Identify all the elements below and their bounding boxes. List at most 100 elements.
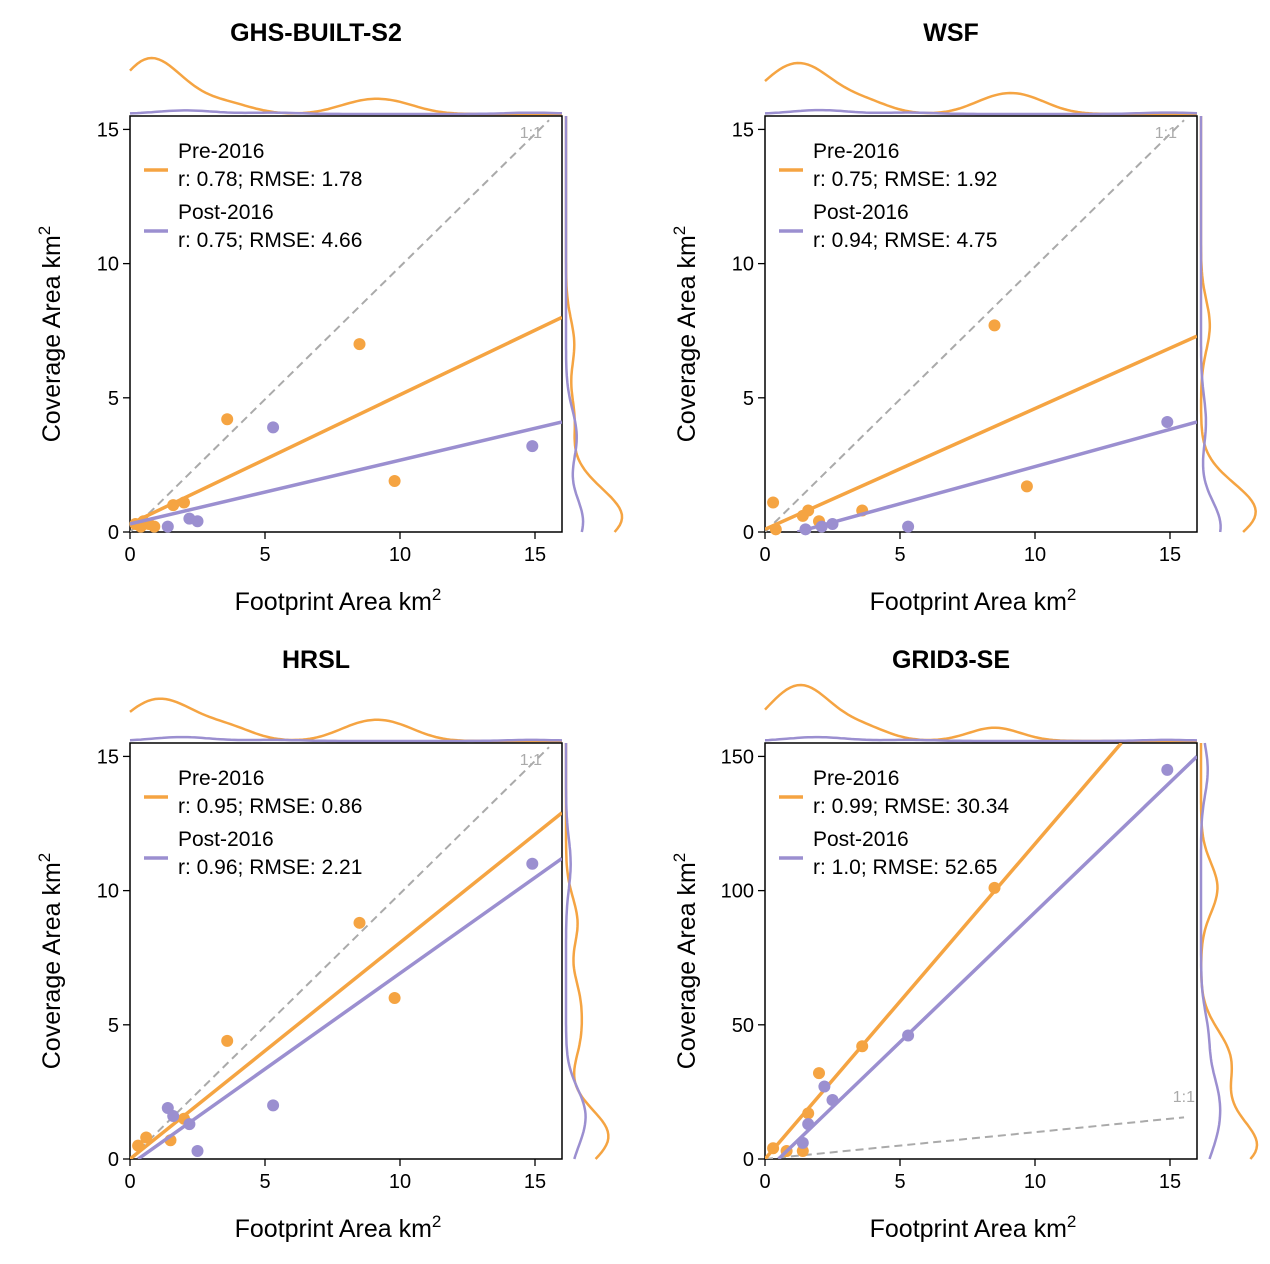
point-post-2016 [826, 1093, 839, 1106]
legend-name: Post-2016 [813, 828, 909, 851]
legend-stats: r: 0.95; RMSE: 0.86 [178, 795, 362, 818]
x-tick-label: 15 [524, 544, 546, 566]
fit-line-post-2016 [130, 420, 562, 526]
legend-name: Post-2016 [813, 201, 909, 224]
x-tick-label: 10 [389, 544, 411, 566]
point-pre-2016 [988, 881, 1001, 894]
panel-ghs-built-s2: GHS-BUILT-S2 1:1 0 5 10 15 0 5 10 15 Footprint Are… [35, 19, 624, 616]
y-tick-label: 0 [108, 522, 119, 544]
x-tick-label: 5 [259, 544, 270, 566]
point-post-2016 [902, 520, 915, 533]
top-density-post-2016 [764, 735, 1198, 743]
identity-line [765, 1116, 1185, 1159]
point-pre-2016 [802, 504, 815, 517]
y-tick-label: 0 [743, 1149, 754, 1171]
top-density-post-2016 [764, 108, 1198, 116]
y-tick-label: 0 [108, 1149, 119, 1171]
plot-frame [129, 742, 563, 1160]
legend-name: Pre-2016 [178, 767, 264, 790]
point-post-2016 [183, 1118, 196, 1131]
legend-name: Pre-2016 [178, 140, 264, 163]
point-post-2016 [167, 1110, 180, 1123]
top-density-pre-2016 [764, 683, 1197, 743]
point-pre-2016 [767, 1142, 780, 1155]
right-density-pre-2016 [1199, 116, 1257, 533]
point-post-2016 [796, 1136, 809, 1149]
x-tick-label: 0 [124, 544, 135, 566]
fit-line-post-2016 [777, 755, 1197, 1159]
panel-title: WSF [923, 19, 979, 47]
x-tick-label: 10 [389, 1171, 411, 1193]
point-pre-2016 [1020, 480, 1033, 493]
y-tick-label: 10 [732, 254, 754, 276]
top-density-post-2016 [129, 735, 563, 743]
fit-line-pre-2016 [765, 334, 1197, 531]
panel-hrsl: HRSL 1:1 0 5 10 15 0 5 10 15 Footprint Area km2 Cov… [35, 646, 610, 1243]
x-tick-label: 0 [759, 1171, 770, 1193]
point-post-2016 [799, 523, 812, 536]
y-axis-label: Coverage Area km2 [670, 853, 701, 1070]
legend-stats: r: 0.78; RMSE: 1.78 [178, 168, 362, 191]
point-post-2016 [1161, 763, 1174, 776]
x-tick-label: 15 [1159, 1171, 1181, 1193]
identity-label: 1:1 [1173, 1089, 1195, 1106]
point-post-2016 [818, 1080, 831, 1093]
point-pre-2016 [856, 1040, 869, 1053]
right-density-post-2016 [1199, 116, 1222, 533]
point-post-2016 [161, 520, 174, 533]
right-density-post-2016 [564, 116, 585, 533]
point-pre-2016 [167, 499, 180, 512]
y-tick-label: 15 [732, 119, 754, 141]
fit-line-pre-2016 [130, 315, 562, 526]
legend-name: Pre-2016 [813, 140, 899, 163]
x-tick-label: 10 [1024, 1171, 1046, 1193]
point-pre-2016 [813, 1067, 825, 1080]
right-density-post-2016 [1199, 742, 1222, 1160]
right-density-pre-2016 [1199, 743, 1259, 1160]
y-tick-label: 50 [732, 1015, 754, 1037]
point-pre-2016 [388, 991, 401, 1004]
point-post-2016 [191, 1144, 204, 1157]
legend-name: Post-2016 [178, 828, 274, 851]
legend-stats: r: 1.0; RMSE: 52.65 [813, 856, 997, 879]
point-pre-2016 [388, 475, 401, 488]
y-tick-label: 15 [97, 119, 119, 141]
x-axis-label: Footprint Area km2 [870, 1212, 1077, 1243]
y-tick-label: 15 [97, 746, 119, 768]
plot-frame [764, 115, 1198, 533]
y-axis-label: Coverage Area km2 [670, 226, 701, 443]
point-pre-2016 [802, 1107, 815, 1120]
point-post-2016 [267, 421, 280, 434]
y-tick-label: 5 [743, 388, 754, 410]
x-tick-label: 5 [259, 1171, 270, 1193]
top-density-pre-2016 [764, 61, 1197, 116]
point-pre-2016 [353, 916, 366, 929]
identity-line [765, 119, 1185, 532]
panel-title: GRID3-SE [892, 646, 1010, 674]
legend-stats: r: 0.96; RMSE: 2.21 [178, 856, 362, 879]
x-tick-label: 5 [894, 1171, 905, 1193]
x-tick-label: 0 [124, 1171, 135, 1193]
point-post-2016 [815, 520, 828, 533]
y-axis-label: Coverage Area km2 [35, 853, 66, 1070]
fit-line-post-2016 [137, 856, 562, 1159]
panel-title: HRSL [282, 646, 350, 674]
x-tick-label: 15 [1159, 544, 1181, 566]
identity-label: 1:1 [520, 752, 542, 769]
point-post-2016 [191, 515, 204, 528]
right-density-post-2016 [564, 743, 587, 1160]
identity-label: 1:1 [520, 125, 542, 142]
y-axis-label: Coverage Area km2 [35, 226, 66, 443]
point-pre-2016 [221, 1034, 234, 1047]
right-density-pre-2016 [564, 116, 624, 533]
legend-stats: r: 0.94; RMSE: 4.75 [813, 229, 997, 252]
y-tick-label: 5 [108, 388, 119, 410]
point-pre-2016 [148, 520, 161, 533]
point-post-2016 [526, 440, 539, 453]
x-axis-label: Footprint Area km2 [235, 585, 442, 616]
point-pre-2016 [769, 523, 782, 536]
x-tick-label: 15 [524, 1171, 546, 1193]
point-pre-2016 [988, 319, 1001, 332]
